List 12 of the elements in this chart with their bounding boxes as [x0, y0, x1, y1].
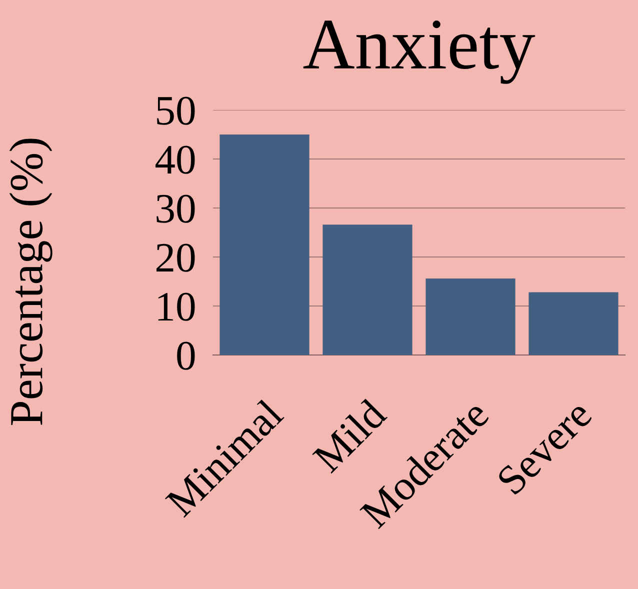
y-tick-label: 0 — [177, 342, 195, 370]
bar — [220, 134, 310, 355]
y-tick-label: 30 — [156, 194, 195, 223]
chart-title: Anxiety — [303, 20, 536, 84]
bar — [528, 292, 618, 355]
y-tick-label: 10 — [158, 292, 195, 321]
y-tick-label: 50 — [157, 96, 195, 125]
y-tick-label: 40 — [155, 146, 195, 174]
bar — [426, 278, 516, 355]
bar — [322, 224, 412, 355]
y-tick-label: 20 — [156, 244, 195, 272]
y-axis-title: Percentage (%) — [9, 138, 52, 426]
